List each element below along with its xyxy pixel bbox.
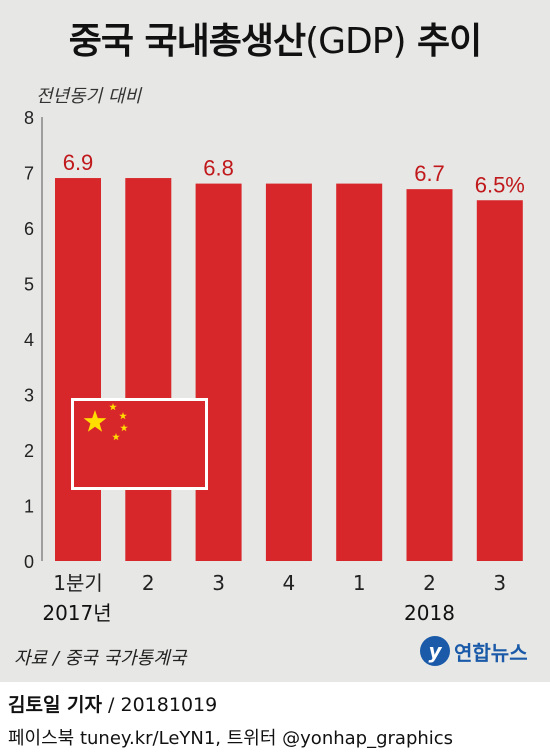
y-tick-label: 1: [24, 497, 34, 517]
data-label: 6.9: [63, 150, 94, 175]
y-tick-label: 2: [24, 441, 34, 461]
flag-small-star-icon: [109, 403, 117, 411]
bar: [125, 178, 172, 562]
source-note: 자료 / 중국 국가통계국: [14, 648, 187, 669]
page-title: 중국 국내총생산(GDP) 추이: [0, 12, 550, 64]
flag-small-star-icon: [112, 433, 120, 441]
reporter-name: 김토일 기자: [8, 694, 103, 716]
bar-chart: 0 1 2 3 4 5 6 7 8 6.9 1분기 2 6.8 3 4 1 6.7 2 6.5% 3 2017년 2018: [24, 108, 525, 625]
y-tick-label: 8: [24, 108, 34, 128]
y-tick-label: 0: [24, 552, 34, 572]
flag-small-star-icon: [120, 424, 128, 432]
bar: [55, 178, 101, 562]
chart-subtitle: 전년동기 대비: [36, 86, 142, 107]
x-tick-label: 3: [212, 571, 225, 595]
bar: [406, 189, 453, 561]
flag-big-star-icon: [83, 410, 107, 432]
title-tail: 추이: [405, 21, 482, 62]
bar: [476, 200, 523, 561]
bar: [336, 183, 383, 561]
social-links: 페이스북 tuney.kr/LeYN1, 트위터 @yonhap_graphic…: [8, 728, 454, 749]
x-tick-label: 1: [353, 571, 366, 595]
title-main: 중국 국내총생산: [68, 21, 306, 62]
y-tick-label: 4: [24, 330, 34, 350]
y-tick-label: 5: [24, 275, 34, 295]
yonhap-logo-icon: y: [420, 636, 450, 666]
x-tick-label: 2: [142, 571, 155, 595]
y-tick-label: 7: [24, 164, 34, 184]
data-label: 6.5%: [475, 172, 525, 197]
x-tick-label: 2: [423, 571, 436, 595]
year-label: 2017년: [42, 601, 111, 625]
data-label: 6.8: [203, 156, 234, 181]
data-label: 6.7: [414, 161, 445, 186]
year-label: 2018: [404, 601, 455, 625]
publish-date: 20181019: [120, 694, 218, 716]
yonhap-logo-text: 연합뉴스: [454, 640, 528, 665]
reporter-line: 김토일 기자 / 20181019: [8, 690, 217, 717]
x-tick-label: 4: [283, 571, 296, 595]
yonhap-logo: y 연합뉴스: [420, 636, 528, 666]
x-tick-label: 3: [493, 571, 506, 595]
china-flag-icon: [74, 401, 205, 487]
y-tick-label: 6: [24, 219, 34, 239]
flag-small-star-icon: [119, 412, 127, 420]
x-tick-label: 1분기: [53, 571, 103, 595]
bar: [265, 183, 312, 561]
reporter-separator: /: [102, 694, 121, 716]
bar: [195, 183, 242, 561]
y-tick-label: 3: [24, 386, 34, 406]
title-paren: (GDP): [305, 21, 406, 62]
